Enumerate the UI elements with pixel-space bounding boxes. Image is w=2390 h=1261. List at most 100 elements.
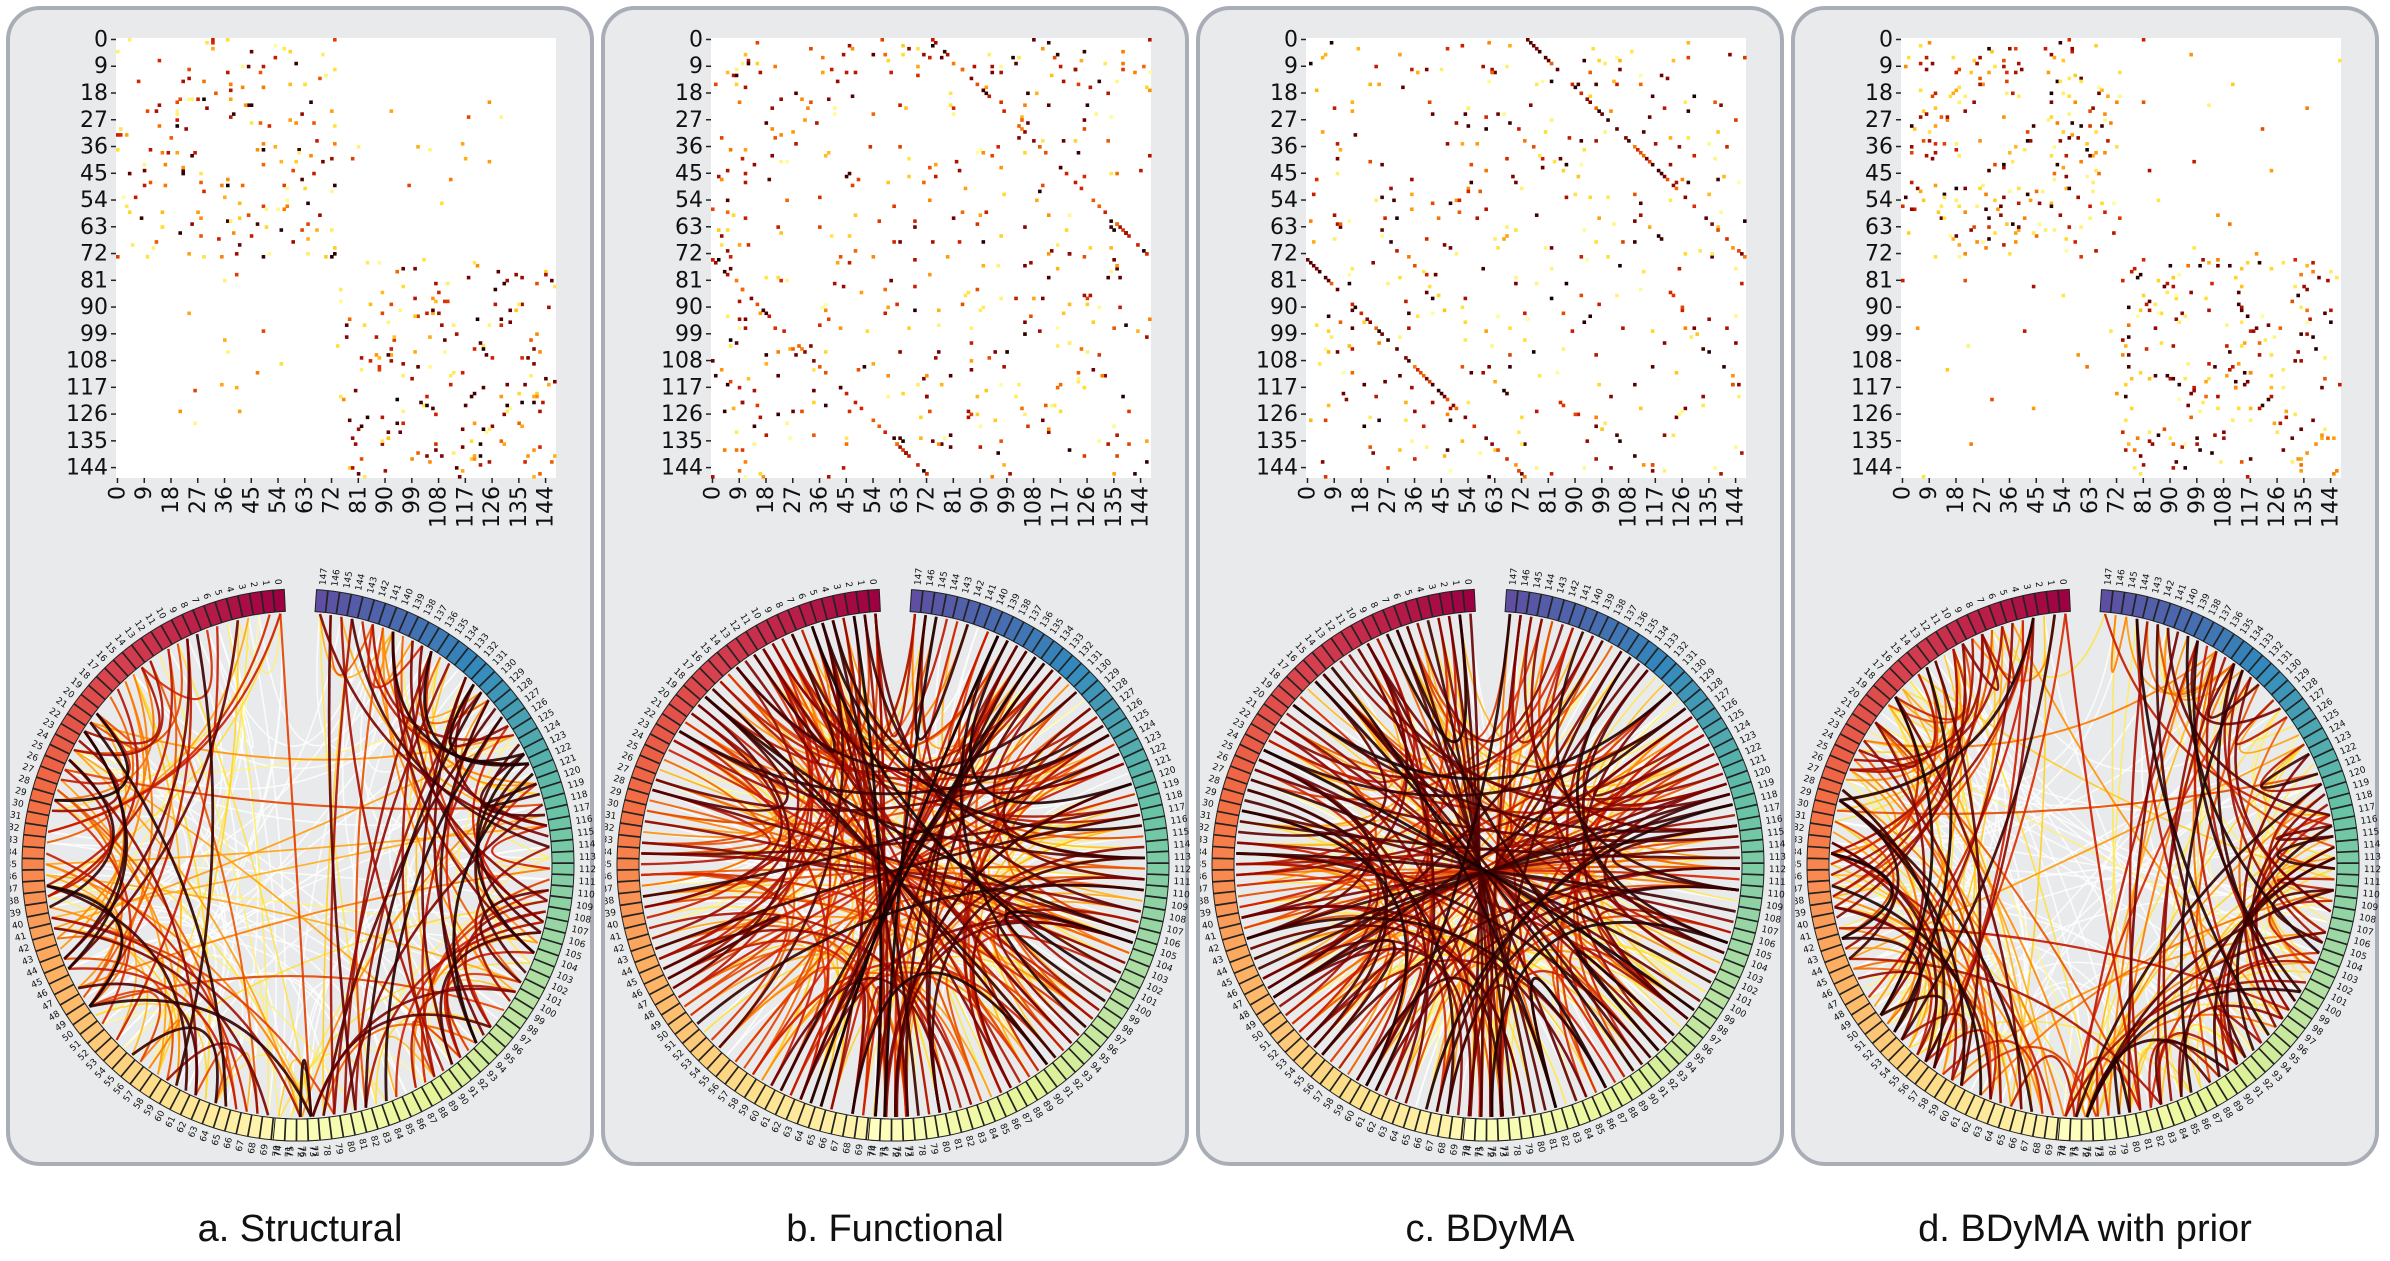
matrix-cell	[2254, 326, 2259, 330]
matrix-cell	[2118, 216, 2122, 220]
matrix-cell	[904, 106, 908, 110]
circos-node	[1212, 891, 1238, 906]
matrix-cell	[746, 58, 751, 63]
circos-link	[1893, 666, 1953, 1033]
circos-node	[1729, 781, 1755, 800]
circos-node	[674, 1020, 700, 1044]
matrix-cell	[1046, 252, 1051, 256]
matrix-cell	[987, 94, 992, 99]
matrix-cell	[2305, 308, 2309, 313]
matrix-cell	[297, 150, 301, 155]
circos-node-label: 116	[2360, 814, 2379, 827]
matrix-cell	[1112, 424, 1116, 429]
matrix-cell	[999, 100, 1003, 105]
matrix-cell	[347, 466, 352, 470]
circos-link	[1416, 622, 1564, 743]
circos-node-label: 68	[247, 1141, 259, 1154]
connectivity-matrix: 0099181827273636454554546363727281819090…	[1256, 27, 1749, 528]
matrix-cell	[1606, 255, 1610, 259]
matrix-cell	[499, 394, 504, 399]
matrix-cell	[413, 314, 417, 319]
matrix-cell	[1041, 46, 1045, 51]
matrix-cell	[2088, 216, 2092, 220]
circos-node-label: 68	[842, 1141, 854, 1154]
circos-link	[89, 998, 313, 1118]
circos-node	[776, 609, 797, 636]
matrix-cell	[1689, 335, 1694, 339]
matrix-cell	[118, 133, 123, 137]
circos-node	[1707, 727, 1734, 749]
matrix-cell	[547, 305, 551, 310]
matrix-cell	[1374, 394, 1378, 399]
matrix-cell	[2239, 284, 2244, 289]
matrix-cell	[1570, 329, 1575, 333]
matrix-cell	[1460, 43, 1465, 48]
matrix-cell	[841, 284, 846, 289]
circos-node	[226, 595, 243, 621]
circos-link	[439, 699, 490, 1044]
matrix-cell	[2138, 308, 2143, 313]
matrix-cell	[752, 424, 757, 429]
matrix-cell	[823, 153, 828, 158]
matrix-cell	[2204, 394, 2208, 399]
matrix-cell	[1023, 103, 1027, 107]
matrix-cell	[2052, 177, 2057, 182]
matrix-cell	[493, 287, 498, 292]
circos-node	[32, 776, 58, 795]
circos-node-label: 79	[332, 1143, 344, 1156]
matrix-cell	[960, 210, 965, 215]
matrix-cell	[1445, 397, 1450, 402]
matrix-cell	[226, 70, 230, 75]
circos-link	[809, 656, 1037, 1104]
matrix-cell	[2079, 159, 2083, 164]
matrix-cell	[508, 406, 513, 411]
circos-node	[1255, 1002, 1282, 1026]
matrix-cell	[791, 347, 795, 351]
circos-link	[364, 691, 483, 1108]
matrix-cell	[1930, 94, 1935, 99]
matrix-cell	[1558, 156, 1563, 161]
matrix-cell	[282, 183, 287, 188]
circos-node	[775, 1094, 796, 1121]
matrix-cell	[1041, 418, 1045, 423]
circos-node-label: 62	[1366, 1120, 1380, 1135]
circos-node	[1022, 627, 1045, 653]
circos-node-label: 144	[354, 573, 368, 592]
circos-node	[983, 606, 1003, 633]
circos-node	[1916, 637, 1940, 663]
matrix-cell	[2183, 466, 2188, 470]
circos-node	[1073, 670, 1099, 696]
circos-node-label: 71	[284, 1146, 294, 1158]
matrix-cell	[1463, 338, 1468, 342]
circos-link	[49, 906, 227, 1107]
matrix-cell	[2008, 189, 2012, 194]
matrix-cell	[999, 296, 1003, 301]
panel-a-graphics: 0099181827273636454554546363727281819090…	[10, 27, 596, 1158]
matrix-cell	[1091, 320, 1096, 325]
matrix-cell	[1082, 255, 1087, 259]
circos-link	[1385, 614, 1468, 744]
circos-node-label: 76	[2081, 1146, 2091, 1158]
matrix-cell	[1085, 350, 1090, 354]
matrix-cell	[1380, 332, 1384, 336]
matrix-cell	[437, 311, 441, 316]
circos-node	[1090, 1015, 1116, 1039]
matrix-cell	[1433, 272, 1438, 277]
circos-node	[1003, 616, 1025, 642]
matrix-cell	[1115, 263, 1119, 268]
x-tick-label: 36	[1403, 486, 1428, 514]
matrix-cell	[1942, 195, 1947, 200]
matrix-cell	[175, 150, 180, 155]
matrix-cell	[2293, 412, 2298, 417]
circos-node-label: 6	[1390, 592, 1401, 601]
matrix-cell	[1993, 198, 1997, 203]
matrix-cell	[1674, 186, 1679, 191]
x-tick-label: 126	[1670, 486, 1695, 528]
circos-node-label: 110	[577, 889, 595, 901]
circos-link	[2234, 676, 2332, 913]
matrix-cell	[1987, 46, 1991, 51]
matrix-cell	[1112, 326, 1116, 330]
matrix-cell	[353, 442, 358, 446]
circos-node-label: 117	[573, 802, 592, 815]
circos-link	[279, 613, 313, 1117]
